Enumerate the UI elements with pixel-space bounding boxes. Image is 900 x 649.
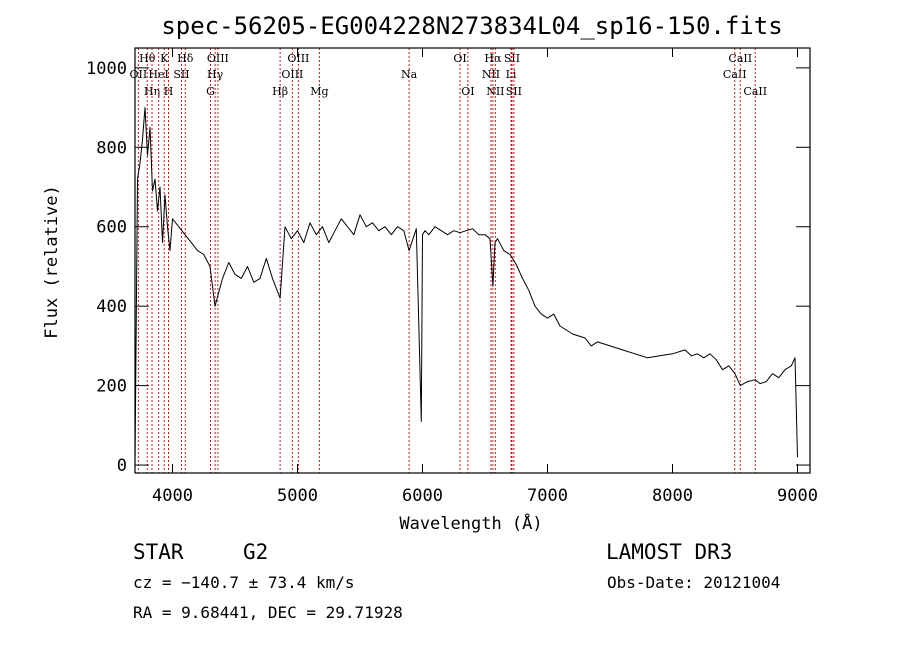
spectral-line-label: Na [401, 68, 418, 81]
x-tick-label: 8000 [652, 486, 693, 506]
y-tick-label: 800 [96, 138, 127, 158]
spectral-line-label: Hα [484, 52, 502, 65]
spectral-line-label: G [206, 85, 215, 98]
spectral-line-label: OI [453, 52, 466, 65]
spectral-line-label: SII [173, 68, 189, 81]
spectral-line-label: Li [506, 68, 517, 81]
spectral-line-label: SII [506, 85, 522, 98]
spectrum-series [134, 107, 798, 466]
spectral-line-label: CaII [728, 52, 752, 65]
object-subclass: G2 [243, 540, 269, 564]
x-tick-label: 5000 [277, 486, 318, 506]
spectral-line-label: OIII [287, 52, 309, 65]
spectral-line-label: Hδ [177, 52, 194, 65]
spectral-line-label: Hθ [139, 52, 156, 65]
x-tick-label: 6000 [402, 486, 443, 506]
spectral-line-label: HeI [148, 68, 168, 81]
spectral-line-label: OII [130, 68, 148, 81]
y-tick-label: 400 [96, 297, 127, 317]
plot-frame [134, 47, 811, 474]
spectral-line-label: OIII [207, 52, 229, 65]
x-axis-label: Wavelength (Å) [399, 512, 542, 534]
y-tick-label: 0 [117, 456, 127, 476]
spectral-line-label: NII [482, 68, 500, 81]
survey-label: LAMOST DR3 [606, 540, 733, 564]
chart-title: spec-56205-EG004228N273834L04_sp16-150.f… [161, 12, 782, 40]
coordinates: RA = 9.68441, DEC = 29.71928 [133, 603, 403, 622]
spectral-line-label: K [160, 52, 169, 65]
spectrum-line [134, 107, 798, 466]
spectral-line-label: OI [461, 85, 474, 98]
spectral-line-label: Hη [144, 85, 160, 98]
obs-date: Obs-Date: 20121004 [607, 573, 781, 592]
y-axis-label: Flux (relative) [42, 185, 62, 339]
spectral-line-label: H [164, 85, 174, 98]
spectral-line-label: OIII [281, 68, 303, 81]
spectral-line-label: Hβ [272, 85, 288, 98]
spectral-line-label: Mg [310, 85, 328, 98]
x-tick-label: 4000 [152, 486, 193, 506]
x-tick-label: 7000 [527, 486, 568, 506]
object-class: STAR [133, 540, 184, 564]
spectral-line-label: NII [486, 85, 504, 98]
spectral-line-label: SII [504, 52, 520, 65]
axes: 4000 5000 6000 7000 8000 9000 0 200 400 600 800 100… [86, 48, 818, 506]
y-tick-label: 200 [96, 377, 127, 397]
y-tick-label: 600 [96, 218, 127, 238]
spectral-line-label: CaII [743, 85, 767, 98]
y-tick-label: 1000 [86, 59, 127, 79]
spectral-line-label: Hγ [207, 68, 224, 81]
spectral-line-label: CaII [723, 68, 747, 81]
cz-value: cz = −140.7 ± 73.4 km/s [133, 573, 355, 592]
x-tick-label: 9000 [777, 486, 818, 506]
spectral-line-markers: OII Hθ Hη HeI K H SII Hδ G Hγ OIII Hβ OIII OIII Mg Na OI… [130, 48, 767, 473]
